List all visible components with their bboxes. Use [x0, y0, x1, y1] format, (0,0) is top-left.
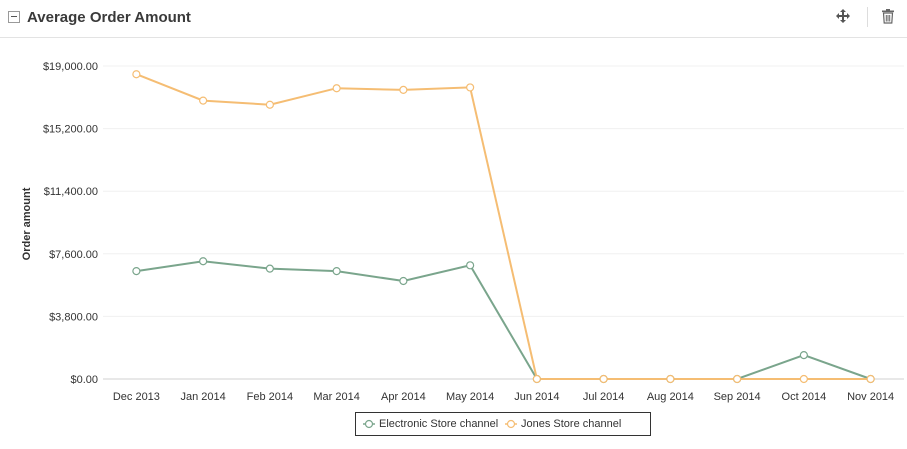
data-point	[332, 266, 341, 276]
legend-item-electronic[interactable]: Electronic Store channel	[363, 418, 498, 430]
series-line	[136, 260, 871, 380]
x-tick-label: Aug 2014	[647, 391, 694, 403]
collapse-icon[interactable]	[8, 11, 20, 23]
panel-header: Average Order Amount	[0, 0, 907, 38]
y-tick-label: $15,200.00	[43, 124, 98, 136]
data-point	[466, 261, 475, 270]
chart-legend: Electronic Store channel Jones Store cha…	[355, 412, 651, 436]
series-line	[136, 73, 871, 380]
y-tick-label: $7,600.00	[49, 249, 98, 261]
data-point	[265, 100, 274, 109]
x-tick-label: Jul 2014	[583, 391, 625, 403]
data-point	[132, 266, 141, 276]
data-point	[733, 374, 742, 384]
data-point	[265, 264, 274, 273]
x-tick-label: May 2014	[446, 391, 494, 403]
data-point	[666, 374, 675, 384]
data-point	[399, 85, 408, 94]
move-arrows-icon[interactable]	[835, 8, 851, 24]
trash-icon[interactable]	[881, 8, 895, 24]
data-point	[399, 276, 408, 286]
x-tick-label: Feb 2014	[247, 391, 293, 403]
x-tick-label: Jun 2014	[514, 391, 559, 403]
data-point	[866, 374, 875, 384]
legend-label: Electronic Store channel	[379, 418, 499, 430]
x-tick-label: Oct 2014	[782, 391, 827, 403]
x-tick-label: Apr 2014	[381, 391, 426, 403]
x-tick-label: Nov 2014	[847, 391, 894, 403]
data-point	[532, 374, 541, 384]
data-point	[332, 84, 341, 93]
y-tick-label: $11,400.00	[44, 186, 98, 198]
legend-marker-icon	[505, 419, 517, 429]
panel-title: Average Order Amount	[27, 9, 191, 26]
line-chart: Order amount $0.00 $3,800.00 $7,600.00 $11,…	[21, 61, 904, 403]
y-tick-label: $19,000.00	[43, 61, 98, 73]
data-point	[599, 374, 608, 384]
x-tick-label: Mar 2014	[313, 391, 359, 403]
legend-label: Jones Store channel	[521, 418, 622, 430]
data-point	[199, 96, 208, 105]
x-tick-label: Dec 2013	[113, 391, 160, 403]
data-point	[799, 374, 808, 384]
data-point	[199, 257, 208, 266]
y-axis-label: Order amount	[21, 187, 33, 260]
y-tick-label: $3,800.00	[49, 311, 98, 323]
data-point	[132, 70, 141, 79]
legend-item-jones[interactable]: Jones Store channel	[505, 418, 621, 430]
header-divider	[867, 7, 868, 27]
x-tick-label: Jan 2014	[180, 391, 225, 403]
legend-marker-icon	[363, 419, 375, 429]
data-point	[799, 351, 808, 360]
x-tick-label: Sep 2014	[714, 391, 761, 403]
y-tick-label: $0.00	[70, 374, 98, 386]
data-point	[466, 83, 475, 92]
